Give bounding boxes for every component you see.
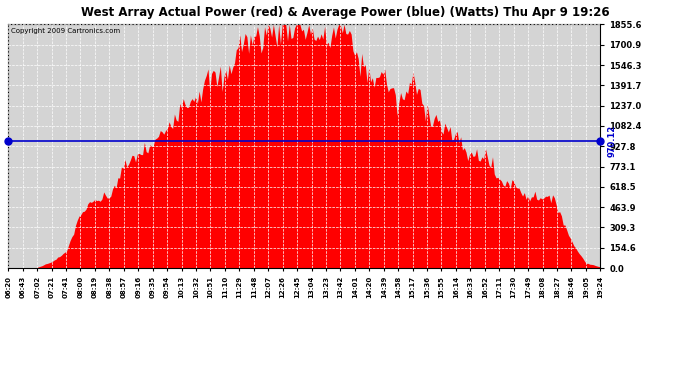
Text: West Array Actual Power (red) & Average Power (blue) (Watts) Thu Apr 9 19:26: West Array Actual Power (red) & Average … xyxy=(81,6,609,19)
Text: Copyright 2009 Cartronics.com: Copyright 2009 Cartronics.com xyxy=(11,28,120,34)
Text: 970.12: 970.12 xyxy=(607,124,617,157)
Text: 970.12: 970.12 xyxy=(0,124,1,157)
